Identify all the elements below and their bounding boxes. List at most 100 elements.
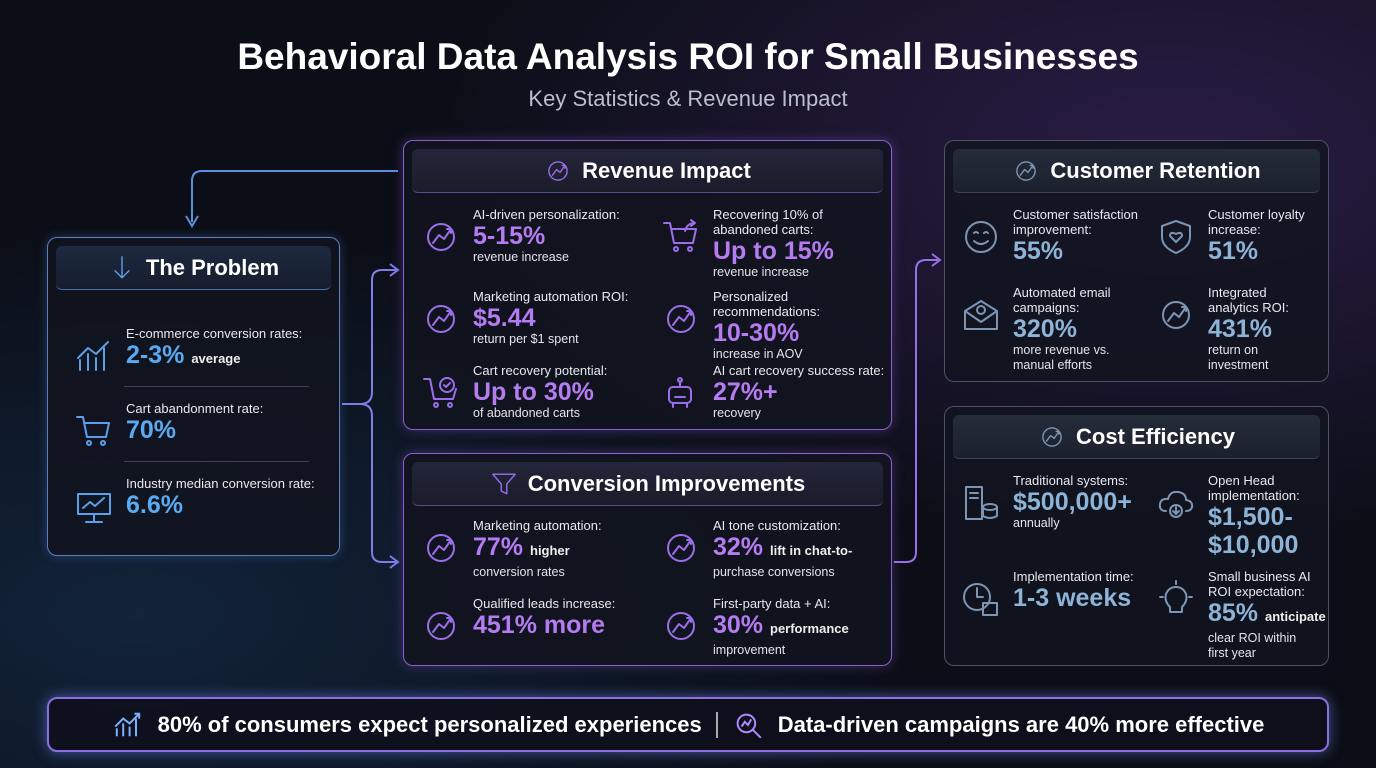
stat-label: Customer satisfaction improvement: (1013, 207, 1138, 237)
stat-value-suffix: performance (770, 621, 849, 636)
funnel-icon (491, 473, 516, 494)
connector-arrow (191, 170, 398, 222)
shopping-bag-arrow-icon (667, 305, 695, 333)
stat-description: increase in AOV (713, 347, 803, 361)
stat-item: Automated email campaigns: 320% more reven… (961, 285, 1111, 373)
stat-label: First-party data + AI: (713, 596, 831, 611)
stat-value-number: 431% (1208, 315, 1272, 343)
arrow-down-icon (114, 255, 130, 278)
stat-value: 5-15% (473, 222, 620, 250)
stat-label: AI tone customization: (713, 518, 841, 533)
stat-item: Industry median conversion rate: 6.6% (74, 476, 315, 526)
chat-cart-icon (667, 534, 695, 562)
bar-chart-icon (77, 341, 109, 371)
cart-check-icon (423, 377, 457, 408)
stat-value-number: 6.6% (126, 491, 183, 519)
stat-item: Traditional systems: $500,000+ annually (961, 473, 1132, 531)
page-title: Behavioral Data Analysis ROI for Small B… (237, 36, 1139, 77)
stat-text: Cart recovery potential: Up to 30% of aban… (473, 363, 607, 421)
heart-hand-icon (1016, 160, 1037, 181)
footer-banner: 80% of consumers expect personalized exp… (47, 697, 1329, 752)
bar-chart-icon (114, 712, 140, 736)
stat-label: Marketing automation ROI: (473, 289, 629, 304)
panel-conversion-improvements: Conversion Improvements Marketing automat… (403, 453, 892, 666)
section-header: Conversion Improvements (412, 462, 883, 506)
stat-description: return per $1 spent (473, 332, 579, 346)
stat-description: annually (1013, 516, 1060, 530)
section-header: Revenue Impact (412, 149, 883, 193)
panel-customer-retention: Customer Retention Customer satisfaction … (944, 140, 1329, 382)
stat-description: of abandoned carts (473, 406, 581, 420)
page-subtitle: Key Statistics & Revenue Impact (528, 86, 848, 111)
search-analytics-icon (736, 713, 762, 739)
stat-text: Automated email campaigns: 320% more reven… (1013, 285, 1111, 373)
email-icon (964, 300, 998, 330)
stat-value: 1-3 weeks (1013, 584, 1134, 612)
stat-text: Implementation time: 1-3 weeks (1013, 569, 1134, 619)
footer-left-text: 80% of consumers expect personalized exp… (157, 711, 702, 737)
panel-problem: The Problem E-commerce conversion rates: 2… (47, 237, 340, 556)
stat-description: return on investment (1208, 343, 1269, 372)
stat-label: Cart abandonment rate: (126, 401, 264, 416)
stat-label: AI-driven personalization: (473, 207, 620, 222)
stat-value: $5.44 (473, 304, 628, 332)
stat-value-number: 2-3% (126, 341, 185, 369)
stat-item: Cart recovery potential: Up to 30% of aban… (421, 363, 607, 421)
stat-text: Marketing automation ROI: $5.44 return per… (473, 289, 628, 347)
stat-label: Cart recovery potential: (473, 363, 608, 378)
stat-text: Customer loyalty increase: 51% (1208, 207, 1305, 265)
section-header: Cost Efficiency (953, 415, 1320, 459)
stat-value-suffix: average (191, 351, 241, 366)
stat-value: 27%+ (713, 378, 884, 406)
section-header: The Problem (56, 246, 331, 290)
stat-value-number: $1,500- $10,000 (1208, 503, 1299, 559)
stat-item: AI-driven personalization: 5-15% revenue i… (421, 207, 620, 265)
money-growth-icon (548, 160, 568, 181)
section-title: The Problem (145, 254, 280, 280)
stat-description: revenue increase (713, 265, 809, 279)
cart-icon (76, 416, 110, 446)
stat-item: Personalized recommendations: 10-30% incre… (661, 289, 891, 362)
stat-value: 85% anticipate (1208, 599, 1326, 631)
cart-return-icon (663, 219, 697, 252)
stat-label: Customer loyalty increase: (1208, 207, 1305, 237)
stat-text: AI cart recovery success rate: 27%+ recove… (713, 363, 884, 421)
stat-description: recovery (713, 406, 761, 420)
stat-text: Cart abandonment rate: 70% (126, 401, 263, 451)
stat-value: 32% lift in chat-to- (713, 533, 852, 565)
stat-text: Qualified leads increase: 451% more (473, 596, 615, 646)
stat-text: Open Head implementation: $1,500- $10,000 (1208, 473, 1300, 559)
stat-value-number: 70% (126, 416, 177, 444)
stat-value: Up to 15% (713, 237, 834, 265)
stat-value: 51% (1208, 237, 1305, 265)
stat-text: E-commerce conversion rates: 2-3% average (126, 326, 302, 376)
stat-label: Marketing automation: (473, 518, 602, 533)
stat-text: Industry median conversion rate: 6.6% (126, 476, 315, 526)
money-bag-hand-icon (427, 305, 455, 333)
stat-item: Small business AI ROI expectation: 85% an… (1156, 569, 1326, 661)
stat-text: AI tone customization: 32% lift in chat-t… (713, 518, 852, 580)
stat-label: E-commerce conversion rates: (126, 326, 303, 341)
stat-value: 30% performance (713, 611, 849, 643)
cloud-download-icon (1158, 490, 1194, 518)
stat-item: Cart abandonment rate: 70% (74, 401, 263, 451)
stat-item: Customer satisfaction improvement: 55% (961, 207, 1138, 265)
connector-arrow (342, 263, 400, 405)
analytics-dashboard-icon (1162, 301, 1190, 329)
search-user-icon (427, 612, 455, 640)
panel-cost-efficiency: Cost Efficiency Traditional systems: $500,… (944, 406, 1329, 666)
stat-text: Marketing automation: 77% higher conversio… (473, 518, 602, 580)
stat-value-number: 55% (1013, 237, 1064, 265)
stat-value-suffix: anticipate (1265, 609, 1326, 624)
stat-item: Marketing automation: 77% higher conversio… (421, 518, 602, 580)
stat-item: Customer loyalty increase: 51% (1156, 207, 1305, 265)
stat-value-number: 27%+ (713, 378, 778, 406)
brain-head-icon (427, 223, 455, 251)
stat-value: $1,500- $10,000 (1208, 503, 1300, 559)
stat-item: E-commerce conversion rates: 2-3% average (74, 326, 302, 376)
stat-value: 70% (126, 416, 263, 444)
gear-arrow-icon (427, 534, 455, 562)
stat-value-number: Up to 15% (713, 237, 834, 265)
stat-item: First-party data + AI: 30% performance imp… (661, 596, 849, 658)
